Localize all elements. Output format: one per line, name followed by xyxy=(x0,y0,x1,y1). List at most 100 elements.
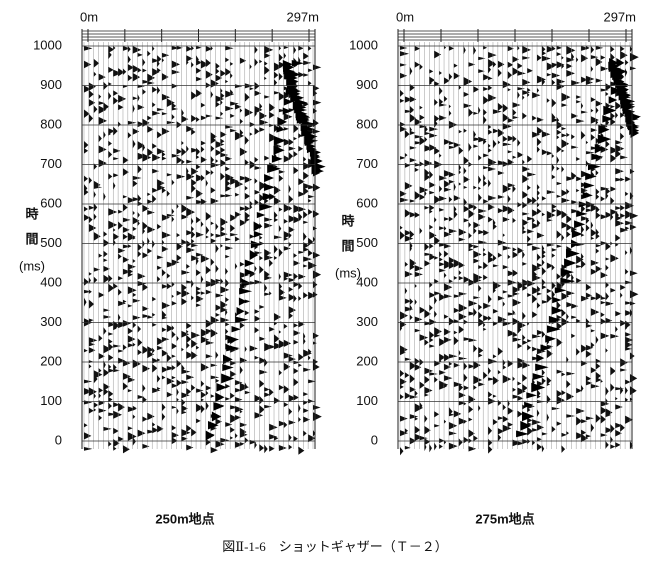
wiggle xyxy=(283,46,293,429)
wiggle xyxy=(166,98,176,398)
wiggle xyxy=(205,46,215,446)
wiggle xyxy=(176,46,186,415)
y-tick-label: 400 xyxy=(40,274,62,289)
wiggle xyxy=(215,62,225,448)
wiggle xyxy=(424,125,434,452)
y-tick-label: 900 xyxy=(40,77,62,92)
panel-caption: 275m地点 xyxy=(475,511,534,526)
wiggle xyxy=(615,80,625,448)
wiggle xyxy=(239,57,249,446)
wiggle xyxy=(502,80,512,432)
y-tick-label: 800 xyxy=(40,116,62,131)
wiggle xyxy=(488,52,498,454)
y-axis-label: 間 xyxy=(25,231,38,246)
wiggle xyxy=(88,82,98,414)
wiggle xyxy=(400,46,409,456)
first-arrival xyxy=(516,58,628,438)
y-axis-unit: (ms) xyxy=(335,265,361,280)
wiggle xyxy=(444,46,453,445)
wiggle xyxy=(507,46,517,431)
wiggle xyxy=(429,69,439,453)
wiggle xyxy=(517,46,526,446)
y-tick-label: 300 xyxy=(40,314,62,329)
y-tick-label: 800 xyxy=(356,116,378,131)
wiggle xyxy=(541,46,551,453)
wiggle xyxy=(122,46,132,454)
y-tick-label: 1000 xyxy=(349,37,378,52)
wiggle xyxy=(409,66,419,445)
y-tick-label: 500 xyxy=(356,235,378,250)
wiggle xyxy=(419,63,429,441)
panel-caption: 250m地点 xyxy=(155,511,214,526)
y-axis-label: 間 xyxy=(341,238,354,253)
y-tick-label: 500 xyxy=(40,235,62,250)
wiggle xyxy=(249,64,259,445)
wiggle xyxy=(483,46,491,380)
wiggle xyxy=(259,59,269,452)
wiggle xyxy=(152,46,161,434)
wiggle xyxy=(191,46,200,437)
y-tick-label: 700 xyxy=(40,156,62,171)
wiggle xyxy=(448,46,458,450)
wiggle xyxy=(522,46,531,444)
wiggle xyxy=(210,46,220,454)
wiggle xyxy=(561,56,571,453)
wiggle xyxy=(532,92,542,446)
wiggle xyxy=(225,46,235,427)
wiggle xyxy=(434,50,443,451)
x-end-label: 297m xyxy=(603,9,636,24)
wiggle xyxy=(84,46,93,451)
wiggle xyxy=(200,60,210,414)
wiggle xyxy=(293,46,303,442)
wiggle xyxy=(137,53,147,437)
wiggle xyxy=(108,46,118,447)
wiggle xyxy=(196,46,205,424)
y-tick-label: 300 xyxy=(356,314,378,329)
y-tick-label: 100 xyxy=(40,393,62,408)
wiggle xyxy=(157,55,166,433)
wiggle xyxy=(546,46,556,422)
wiggle xyxy=(581,46,590,443)
y-tick-label: 1000 xyxy=(33,37,62,52)
first-arrival xyxy=(608,58,641,138)
x-end-label: 297m xyxy=(286,9,319,24)
wiggle xyxy=(497,60,507,442)
wiggle xyxy=(595,46,604,423)
y-tick-label: 600 xyxy=(356,195,378,210)
wiggle xyxy=(556,46,566,426)
y-tick-label: 600 xyxy=(40,195,62,210)
x-start-label: 0m xyxy=(80,9,98,24)
wiggle xyxy=(147,50,156,434)
wiggle xyxy=(600,55,610,437)
y-axis-unit: (ms) xyxy=(19,258,45,273)
wiggle xyxy=(303,52,313,437)
y-tick-label: 0 xyxy=(55,432,62,447)
figure-caption: 図Ⅱ-1-6 ショットギャザー（Ｔ－２） xyxy=(222,539,448,554)
wiggle xyxy=(132,46,142,446)
wiggle xyxy=(313,64,322,437)
wiggle xyxy=(220,69,230,443)
shot-gather xyxy=(397,29,641,456)
wiggle xyxy=(118,68,127,442)
wiggle xyxy=(576,57,586,440)
x-start-label: 0m xyxy=(396,9,414,24)
wiggle xyxy=(566,46,576,435)
wiggle xyxy=(254,46,264,449)
wiggle xyxy=(463,46,473,444)
wiggle xyxy=(298,46,307,455)
shot-gather xyxy=(81,29,326,455)
wiggle xyxy=(537,54,546,451)
wiggle xyxy=(288,80,297,450)
y-axis-label: 時 xyxy=(25,206,38,221)
wiggle xyxy=(181,109,191,442)
wiggle xyxy=(620,46,629,432)
wiggle xyxy=(235,84,244,448)
wiggle xyxy=(93,58,103,412)
wiggle xyxy=(458,85,468,447)
wiggle xyxy=(551,46,561,433)
wiggle xyxy=(439,71,449,449)
wiggle xyxy=(186,46,196,451)
wiggle xyxy=(585,46,595,438)
y-axis-label: 時 xyxy=(341,213,354,228)
